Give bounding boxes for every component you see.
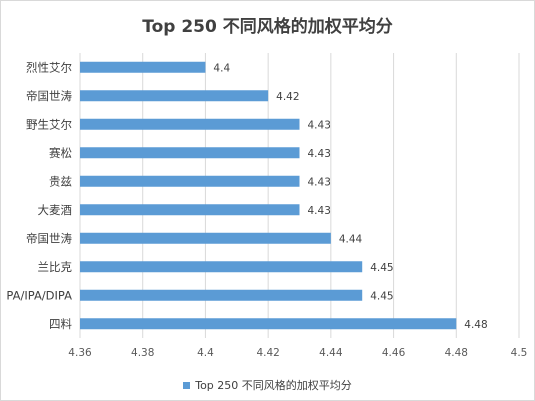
category-label: 兰比克	[38, 260, 73, 274]
data-label: 4.45	[370, 290, 393, 302]
bar	[80, 318, 457, 330]
bar	[80, 118, 300, 130]
data-label: 4.43	[308, 176, 331, 188]
bar	[80, 261, 363, 273]
x-tick-label: 4.46	[382, 347, 406, 359]
category-label: 帝国世涛	[26, 89, 72, 103]
bar	[80, 147, 300, 159]
category-label: 烈性艾尔	[26, 60, 72, 74]
legend-swatch	[183, 381, 191, 389]
x-tick-label: 4.5	[511, 347, 528, 359]
bar	[80, 289, 363, 301]
x-tick-label: 4.44	[319, 347, 343, 359]
bar	[80, 175, 300, 187]
data-label: 4.43	[308, 119, 331, 131]
category-label: 野生艾尔	[26, 117, 72, 131]
legend: Top 250 不同风格的加权平均分	[0, 377, 535, 393]
bar	[80, 90, 269, 102]
bar	[80, 232, 331, 244]
bar	[80, 204, 300, 216]
category-label: 贵兹	[49, 174, 72, 188]
category-label: 四料	[49, 317, 72, 331]
category-label: 赛松	[49, 146, 72, 160]
x-tick-label: 4.38	[131, 347, 154, 359]
data-label: 4.4	[213, 62, 230, 74]
data-label: 4.45	[370, 262, 393, 274]
data-label: 4.48	[464, 319, 487, 331]
data-label: 4.42	[276, 91, 299, 103]
data-label: 4.43	[308, 148, 331, 160]
x-tick-label: 4.4	[197, 347, 214, 359]
data-label: 4.43	[308, 205, 331, 217]
x-tick-label: 4.42	[256, 347, 279, 359]
data-label: 4.44	[339, 233, 363, 245]
category-label: PA/IPA/DIPA	[6, 288, 72, 302]
chart-title: Top 250 不同风格的加权平均分	[142, 17, 393, 37]
category-label: 帝国世涛	[26, 231, 72, 245]
x-tick-label: 4.36	[68, 347, 92, 359]
category-label: 大麦酒	[38, 203, 73, 217]
x-tick-label: 4.48	[445, 347, 468, 359]
bar	[80, 61, 206, 73]
legend-label: Top 250 不同风格的加权平均分	[195, 379, 352, 392]
